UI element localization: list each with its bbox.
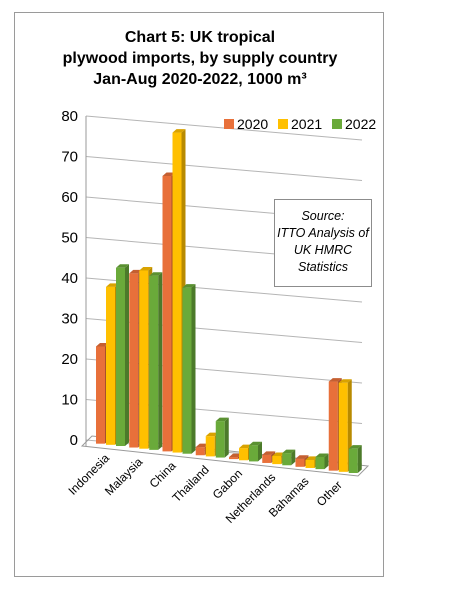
- chart-title: Chart 5: UK tropical plywood imports, by…: [40, 27, 360, 90]
- x-category-label: China: [147, 458, 179, 490]
- source-line-1: Source:: [301, 209, 345, 223]
- gridline: [85, 156, 363, 181]
- source-line-3: UK HMRC: [293, 243, 353, 257]
- bar-malaysia-2022: [149, 272, 163, 450]
- legend-label-2020: 2020: [237, 116, 268, 132]
- x-category-label: Gabon: [210, 466, 245, 501]
- legend-label-2022: 2022: [345, 116, 376, 132]
- y-tick-label: 80: [61, 108, 78, 125]
- y-tick-label: 60: [61, 189, 78, 206]
- legend-swatch-2022: [332, 119, 342, 129]
- y-tick-label: 10: [61, 392, 78, 409]
- chart-frame-top: [14, 12, 384, 13]
- y-tick-label: 70: [61, 149, 78, 166]
- bar-other-2022: [348, 445, 362, 473]
- legend-label-2021: 2021: [291, 116, 322, 132]
- legend-swatch-2021: [278, 119, 288, 129]
- y-tick-layer: 0 10 20 30 40 50 60 70 80: [61, 108, 78, 449]
- bar-thailand-2022: [215, 417, 229, 458]
- chart-title-line-2: plywood imports, by supply country: [62, 50, 338, 67]
- y-tick-label: 40: [61, 270, 78, 287]
- bar-china-2022: [182, 284, 196, 454]
- bar-gabon-2022: [249, 441, 262, 462]
- bar-netherlands-2022: [282, 449, 296, 466]
- chart-floor: [80, 435, 370, 477]
- chart-title-line-3: Jan-Aug 2020-2022, 1000 m³: [93, 71, 307, 88]
- source-annotation: Source: ITTO Analysis of UK HMRC Statist…: [274, 199, 372, 287]
- x-category-label: Other: [314, 478, 345, 509]
- y-tick-label: 20: [61, 351, 78, 368]
- source-line-2: ITTO Analysis of: [277, 226, 369, 240]
- source-line-4: Statistics: [297, 260, 348, 274]
- legend-swatch-2020: [224, 119, 234, 129]
- y-tick-label: 50: [61, 230, 78, 247]
- chart-title-line-1: Chart 5: UK tropical: [124, 29, 276, 46]
- y-tick-label: 0: [70, 432, 78, 449]
- legend: 2020 2021 2022: [224, 116, 376, 132]
- chart-frame: [14, 12, 384, 577]
- bar-bahamas-2022: [315, 453, 329, 470]
- y-tick-label: 30: [61, 311, 78, 328]
- bar-indonesia-2022: [116, 264, 129, 446]
- bar-layer: [96, 129, 362, 473]
- chart-frame-bottom: [14, 576, 384, 577]
